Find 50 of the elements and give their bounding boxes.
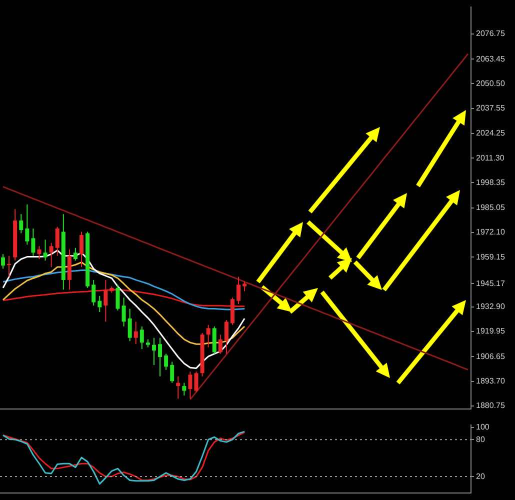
y-tick-label: 100: [476, 422, 490, 432]
y-tick-label: 1959.15: [476, 252, 506, 262]
candlestick: [176, 376, 180, 400]
candlestick: [206, 324, 210, 348]
candlestick: [43, 239, 48, 262]
candlestick: [122, 297, 126, 327]
candlestick: [49, 242, 54, 268]
candlestick: [19, 214, 24, 234]
candlestick: [152, 337, 156, 366]
candlestick: [194, 371, 198, 393]
candlestick: [104, 279, 108, 322]
candlestick: [31, 228, 36, 256]
y-tick-label: 2011.30: [476, 153, 505, 162]
candlestick: [116, 284, 120, 311]
y-tick-label: 1972.10: [476, 228, 506, 237]
y-tick-label: 2024.25: [476, 128, 506, 138]
y-tick-label: 1906.65: [476, 352, 506, 361]
candlestick: [134, 321, 138, 345]
candlestick: [218, 334, 222, 354]
y-tick-label: 2063.45: [476, 54, 506, 64]
candlestick: [92, 279, 96, 306]
candlestick: [73, 247, 78, 262]
candlestick: [1, 254, 6, 270]
y-tick-label: 1919.95: [476, 326, 506, 336]
candlestick: [37, 246, 42, 260]
y-tick-label: 1880.75: [476, 401, 506, 410]
y-tick-label: 2050.50: [476, 78, 506, 88]
y-tick-label: 1998.35: [476, 178, 506, 187]
candlestick: [182, 382, 186, 396]
candlestick: [242, 280, 247, 292]
candlestick: [236, 276, 241, 305]
candlestick: [98, 295, 102, 313]
candlestick: [140, 326, 144, 350]
candlestick: [164, 353, 168, 370]
y-tick-label: 1893.70: [476, 376, 506, 386]
y-tick-label: 2076.75: [476, 29, 506, 38]
y-tick-label: 2037.55: [476, 103, 506, 112]
candlestick: [25, 204, 30, 246]
candlestick: [128, 308, 132, 342]
candlestick: [170, 361, 174, 384]
candlestick: [80, 231, 84, 268]
candlestick: [158, 337, 162, 377]
candlestick: [224, 319, 228, 354]
y-tick-label: 20: [476, 472, 486, 481]
y-tick-label: 80: [476, 434, 486, 444]
y-tick-label: 1985.05: [476, 203, 506, 212]
candlestick: [188, 371, 192, 400]
y-tick-label: 1945.17: [476, 278, 506, 288]
y-tick-label: 1932.90: [476, 302, 506, 312]
candlestick: [55, 226, 60, 256]
